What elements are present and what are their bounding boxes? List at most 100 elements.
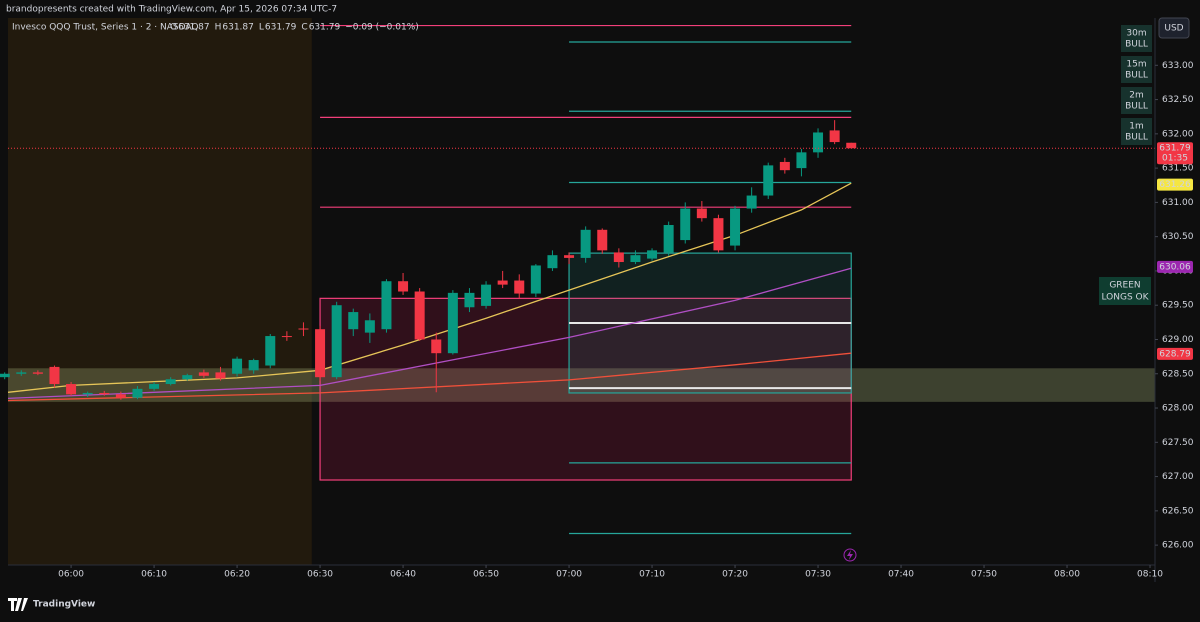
candle-body	[464, 292, 475, 308]
x-tick-label: 07:20	[722, 570, 748, 580]
candle-body	[115, 394, 126, 398]
signal-line: GREEN	[1109, 281, 1140, 291]
candle-body	[182, 375, 193, 380]
price-label-box	[1157, 347, 1193, 360]
badge-timeframe: 30m	[1126, 29, 1146, 39]
x-tick-label: 07:10	[639, 570, 665, 580]
badge-timeframe: 1m	[1129, 122, 1144, 132]
legend-symbol: Invesco QQQ Trust, Series 1 · 2 · NASDAQ	[12, 23, 198, 33]
candle-body	[846, 142, 857, 149]
x-tick-label: 06:20	[224, 570, 250, 580]
candle-body	[99, 392, 110, 395]
price-label: 631.26	[1159, 180, 1191, 190]
event-icon[interactable]	[843, 548, 857, 562]
x-tick-label: 07:30	[805, 570, 831, 580]
x-tick-label: 06:00	[58, 570, 84, 580]
legend-value: 631.79	[309, 23, 341, 33]
candle-body	[813, 132, 824, 153]
candle-body	[281, 336, 292, 338]
y-tick-label: 631.50	[1162, 164, 1194, 174]
candle-body	[481, 284, 492, 306]
candle-body	[381, 281, 392, 330]
y-tick-label: 629.50	[1162, 301, 1194, 311]
candle-body	[630, 255, 641, 263]
candle-body	[364, 320, 375, 333]
candle-body	[431, 339, 442, 354]
y-tick-label: 628.50	[1162, 369, 1194, 379]
badge	[1121, 118, 1152, 145]
candle-body	[331, 305, 342, 378]
badge-state: BULL	[1125, 102, 1148, 112]
candle-body	[514, 280, 525, 294]
signal-line: LONGS OK	[1101, 293, 1149, 303]
price-label-box	[1157, 178, 1193, 191]
candle-body	[647, 250, 658, 259]
y-tick-label: 632.00	[1162, 129, 1194, 139]
y-tick-label: 627.00	[1162, 472, 1194, 482]
x-tick-label: 06:30	[307, 570, 333, 580]
candle-body	[132, 388, 143, 398]
candle-body	[414, 291, 425, 340]
candle-body	[265, 336, 276, 366]
badge-state: BULL	[1125, 40, 1148, 50]
candle-body	[49, 366, 60, 385]
badge-state: BULL	[1125, 71, 1148, 81]
attribution: brandopresents created with TradingView.…	[6, 5, 337, 15]
legend-key: L	[259, 23, 264, 33]
x-tick-label: 08:00	[1054, 570, 1080, 580]
price-countdown: 01:35	[1162, 154, 1188, 164]
price-label: 630.06	[1159, 262, 1191, 272]
price-label: 631.79	[1159, 144, 1191, 154]
y-tick-label: 626.00	[1162, 541, 1194, 551]
x-tick-label: 07:50	[971, 570, 997, 580]
y-tick-label: 632.50	[1162, 95, 1194, 105]
y-tick-label: 628.00	[1162, 404, 1194, 414]
badge-state: BULL	[1125, 133, 1148, 143]
badge	[1121, 87, 1152, 114]
candle-body	[680, 208, 691, 241]
candle-body	[713, 218, 724, 251]
candle-body	[149, 384, 160, 389]
price-label-box	[1157, 260, 1193, 273]
candle-body	[779, 161, 790, 171]
moving-average	[7, 352, 852, 402]
candle-body	[32, 372, 43, 374]
candle-body	[730, 208, 741, 246]
x-tick-label: 07:40	[888, 570, 914, 580]
candle-body	[0, 373, 10, 378]
candle-body	[746, 195, 757, 209]
candle-body	[530, 265, 541, 294]
legend-key: H	[215, 23, 222, 33]
candle-body	[16, 372, 27, 374]
candle-body	[497, 280, 508, 285]
zone	[8, 18, 312, 565]
badge	[1121, 25, 1152, 52]
currency-button[interactable]	[1158, 17, 1190, 39]
moving-average	[7, 182, 852, 393]
candle-body	[165, 379, 176, 385]
brand-name: TradingView	[33, 600, 95, 610]
y-tick-label: 633.00	[1162, 61, 1194, 71]
candle-body	[232, 358, 243, 374]
y-tick-label: 629.00	[1162, 335, 1194, 345]
price-label-box	[1157, 142, 1193, 165]
y-tick-label: 631.00	[1162, 198, 1194, 208]
brand-logo	[8, 598, 28, 611]
currency[interactable]: USD	[1164, 24, 1183, 34]
candle-body	[248, 360, 259, 371]
candle-body	[348, 312, 359, 330]
legend-value: 631.87	[222, 23, 254, 33]
legend-value: 631.79	[265, 23, 297, 33]
x-tick-label: 06:40	[390, 570, 416, 580]
badge-timeframe: 2m	[1129, 91, 1144, 101]
candle-body	[663, 225, 674, 253]
y-tick-label: 630.50	[1162, 232, 1194, 242]
x-tick-label: 06:10	[141, 570, 167, 580]
price-label: 628.79	[1159, 349, 1191, 359]
x-tick-label: 07:00	[556, 570, 582, 580]
legend-ohlc: O 631.87 H 631.87 L 631.79 C 631.79 −0.09 (−0.01…	[170, 23, 419, 33]
candle-body	[66, 384, 77, 395]
candle-body	[82, 392, 93, 395]
